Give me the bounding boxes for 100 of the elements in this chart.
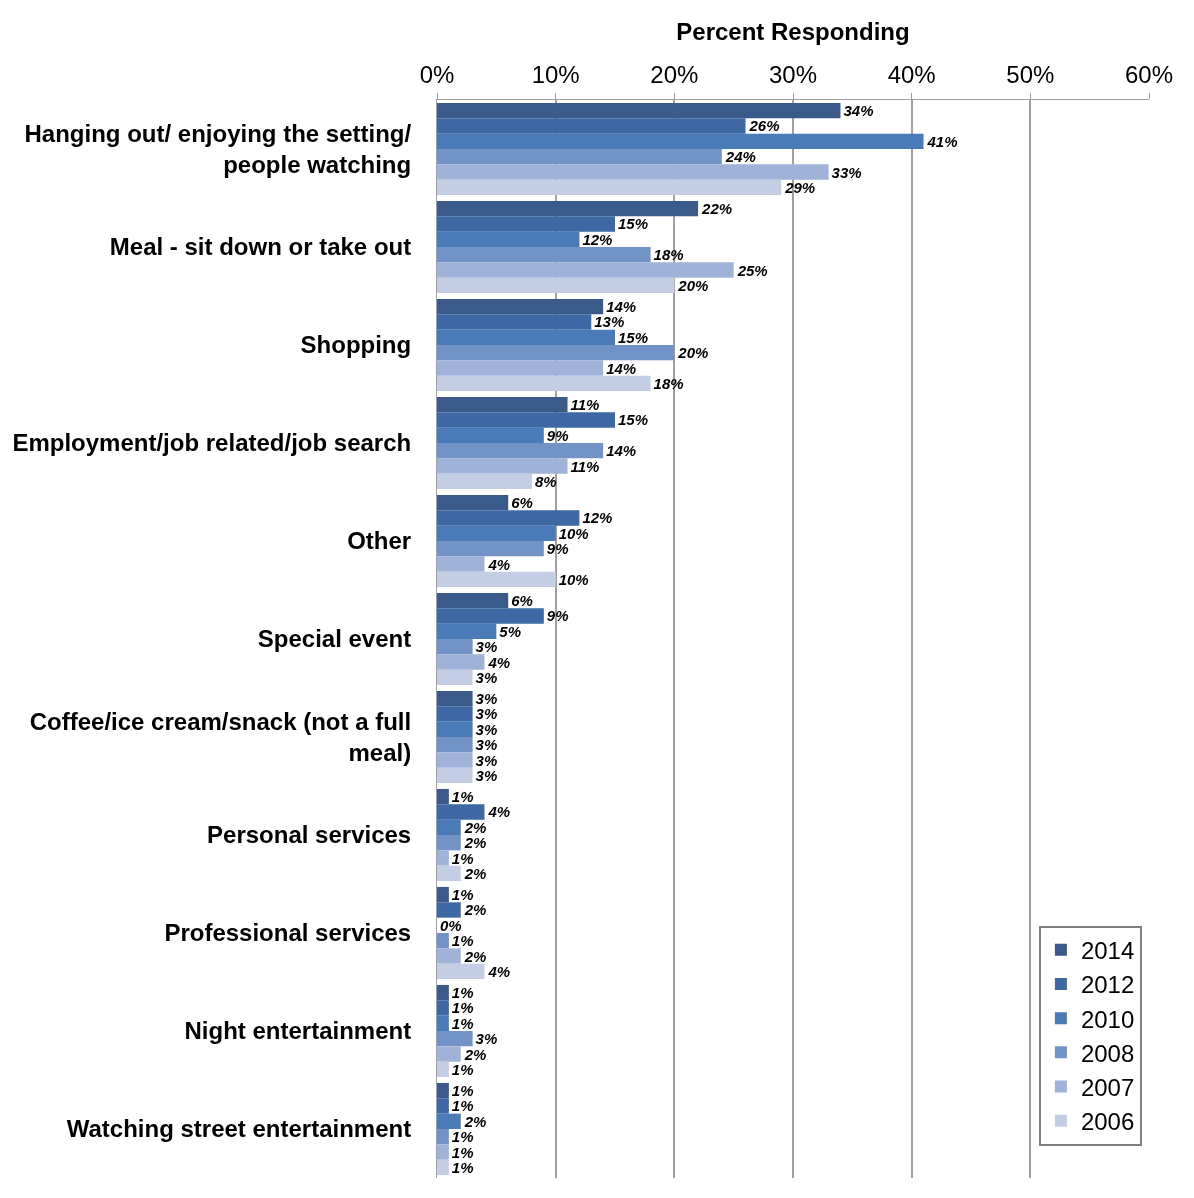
data-label: 1% [451, 984, 474, 1002]
data-label: 5% [499, 622, 522, 640]
bar [437, 608, 544, 624]
legend-label: 2008 [1080, 1039, 1135, 1067]
data-label: 2% [463, 834, 487, 852]
data-label: 26% [748, 117, 780, 135]
data-label: 2% [463, 1112, 487, 1130]
data-label: 14% [606, 359, 637, 377]
data-label: 12% [582, 509, 613, 527]
bar [437, 556, 485, 572]
bar [437, 473, 532, 490]
bar [437, 788, 449, 805]
data-label: 12% [582, 230, 613, 248]
data-label: 33% [831, 163, 862, 181]
data-label: 3% [475, 705, 498, 723]
data-label: 15% [618, 411, 649, 429]
bar [437, 1159, 449, 1176]
legend-label: 2012 [1080, 971, 1135, 999]
y-tick-label: Meal - sit down or take out [109, 233, 412, 261]
bar [437, 1129, 449, 1145]
bar [437, 963, 485, 980]
bar [437, 164, 829, 180]
bar [437, 412, 615, 428]
data-label: 6% [511, 592, 533, 610]
data-label: 2% [463, 901, 487, 919]
x-tick-label: 0% [419, 61, 455, 89]
y-tick-label: Coffee/ice cream/snack (not a full meal) [29, 707, 412, 766]
data-label: 20% [677, 276, 709, 294]
bar [437, 654, 485, 670]
x-tick-label: 50% [1006, 61, 1055, 89]
y-tick-label: Hanging out/ enjoying the setting/ people watching [24, 119, 412, 178]
bar [437, 819, 461, 835]
data-label: 1% [451, 1014, 474, 1032]
data-label: 1% [451, 1158, 474, 1176]
legend-label: 2014 [1080, 937, 1135, 965]
y-tick-label: Watching street entertainment [66, 1115, 412, 1143]
bar [437, 571, 556, 588]
data-label: 24% [724, 148, 756, 166]
data-label: 1% [451, 1097, 474, 1115]
data-label: 22% [701, 200, 733, 218]
data-label: 0% [440, 916, 462, 934]
bar [437, 345, 675, 361]
data-label: 1% [451, 886, 474, 904]
bar [437, 706, 473, 722]
bar [437, 458, 568, 474]
bar [437, 200, 699, 217]
bar [437, 262, 734, 278]
bar [437, 933, 449, 949]
bar [437, 1031, 473, 1047]
bar [437, 1000, 449, 1016]
bar [437, 623, 497, 639]
bar [437, 149, 722, 165]
legend-label: 2006 [1080, 1108, 1135, 1136]
bar [437, 118, 746, 134]
bar [437, 984, 449, 1001]
y-tick-label: Professional services [164, 919, 412, 947]
data-label: 6% [511, 494, 533, 512]
data-label: 34% [843, 102, 874, 120]
data-label: 41% [926, 132, 958, 150]
bar [437, 1082, 449, 1099]
data-label: 1% [451, 999, 474, 1017]
bar [437, 752, 473, 768]
bar [437, 690, 473, 707]
bar [437, 525, 556, 541]
data-label: 4% [487, 555, 511, 573]
data-label: 18% [653, 374, 684, 392]
bar [437, 737, 473, 753]
data-label: 10% [558, 524, 589, 542]
data-label: 1% [451, 849, 474, 867]
bar [437, 948, 461, 964]
data-label: 3% [475, 736, 498, 754]
data-label: 3% [475, 668, 498, 686]
data-label: 9% [546, 426, 569, 444]
bar [437, 669, 473, 686]
data-label: 1% [451, 1060, 474, 1078]
data-label: 8% [534, 472, 557, 490]
data-label: 4% [487, 803, 511, 821]
data-label: 3% [475, 766, 498, 784]
data-label: 3% [475, 638, 498, 656]
data-label: 13% [594, 313, 625, 331]
data-label: 11% [570, 457, 600, 475]
data-label: 14% [606, 442, 637, 460]
bar [437, 231, 580, 247]
bar [437, 102, 841, 119]
data-label: 1% [451, 932, 474, 950]
data-label: 3% [475, 690, 498, 708]
data-label: 3% [475, 1030, 498, 1048]
data-label: 1% [451, 1128, 474, 1146]
data-label: 1% [451, 1143, 474, 1161]
data-label: 11% [570, 396, 600, 414]
data-label: 15% [618, 328, 649, 346]
data-label: 15% [618, 215, 649, 233]
data-label: 2% [463, 818, 487, 836]
data-label: 25% [736, 261, 768, 279]
bar [437, 298, 604, 315]
x-tick-label: 60% [1124, 61, 1174, 89]
bar [437, 179, 782, 196]
y-tick-label: Special event [257, 625, 412, 653]
bar [437, 247, 651, 263]
bar [437, 360, 604, 376]
